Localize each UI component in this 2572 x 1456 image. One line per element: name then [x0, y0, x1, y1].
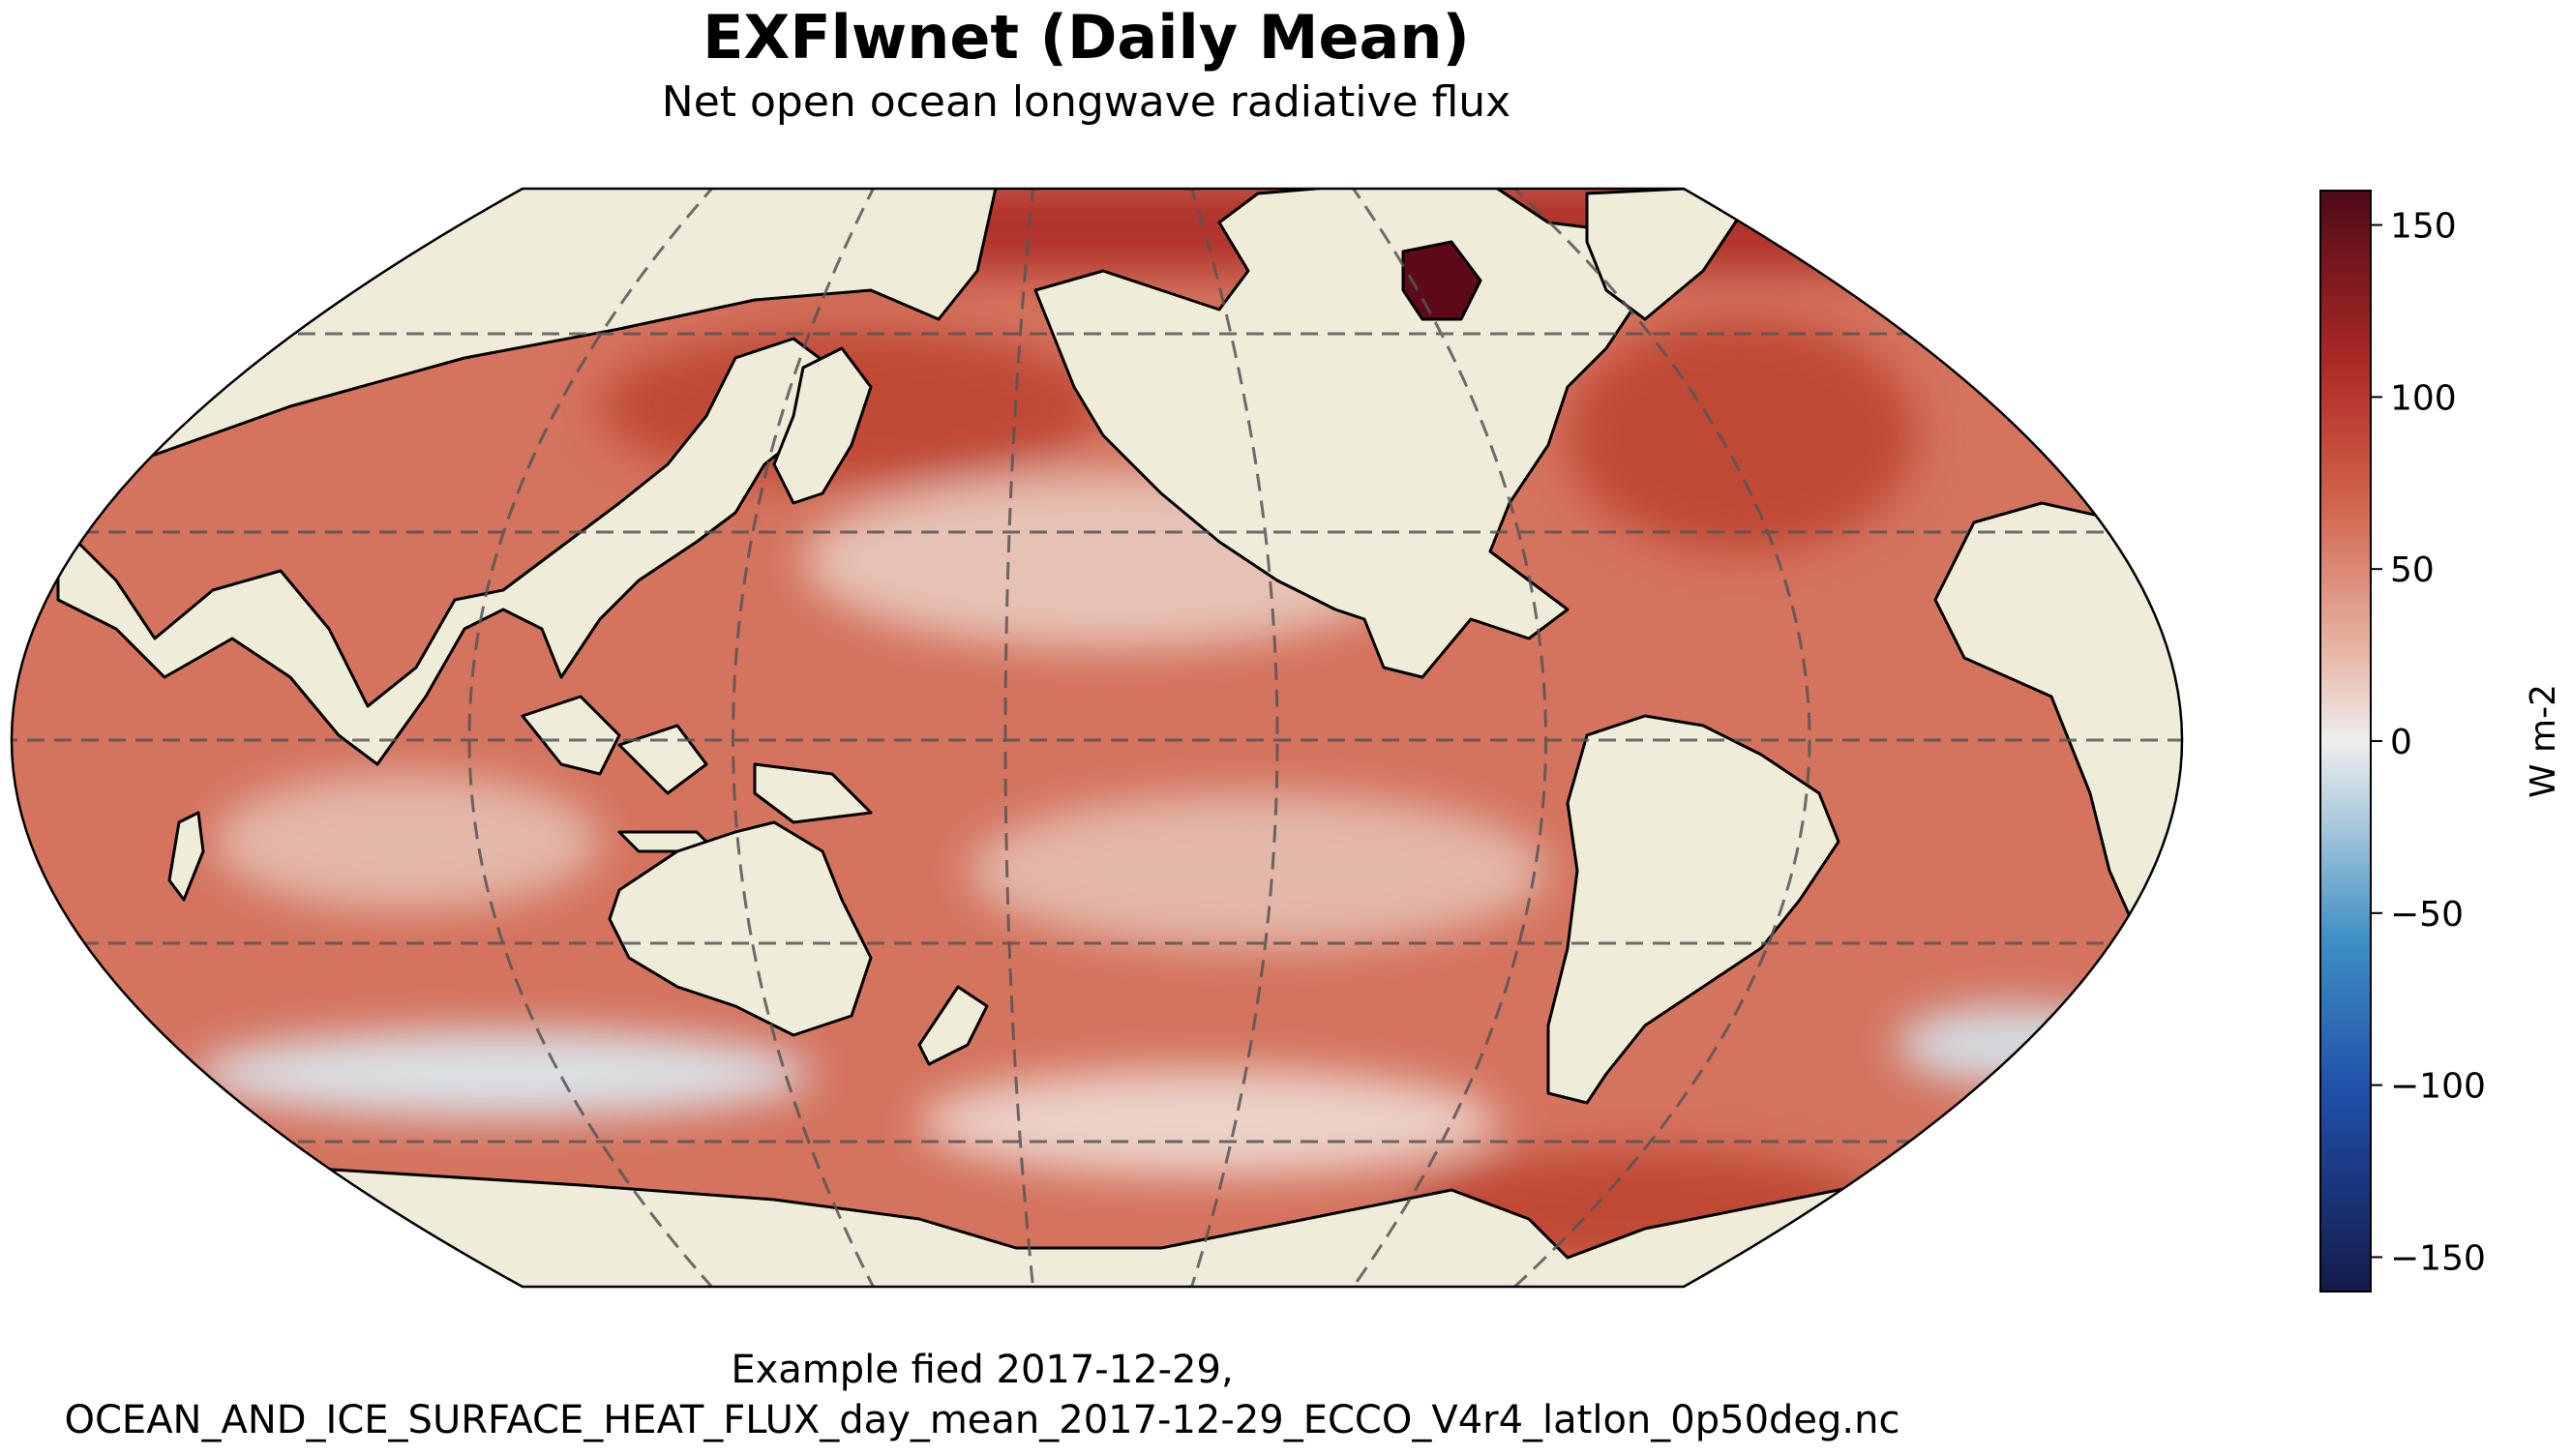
colorbar-tick-label: 150: [2390, 207, 2457, 247]
southern-cold-1: [194, 1030, 813, 1117]
colorbar-ticks: 150 100 50 0 −50 −100 −150: [2371, 207, 2486, 1278]
colorbar-label: W m-2: [2524, 684, 2563, 798]
land-south-america: [1546, 714, 1840, 1105]
gridline-lon-4: [1188, 189, 1279, 1287]
caption-line-1: Example fied 2017-12-29,: [731, 1348, 1234, 1392]
ocean-field: [12, 189, 2182, 1287]
land-sea-islands: [521, 695, 873, 853]
southern-cold-2: [1897, 1006, 2129, 1084]
land-australia: [608, 820, 873, 1037]
colorbar-tick-label: −150: [2390, 1238, 2486, 1278]
gridline-lon-1: [1003, 189, 1035, 1287]
caption: Example fied 2017-12-29, OCEAN_AND_ICE_S…: [0, 1345, 1964, 1445]
colorbar-tick-label: 50: [2390, 550, 2435, 590]
pacific-light-2: [968, 793, 1548, 948]
north-atlantic-warm: [1568, 319, 1916, 551]
arctic-hot-band: [12, 189, 2182, 271]
land-antarctica: [12, 1159, 2182, 1287]
colorbar-tick-label: 100: [2390, 378, 2457, 418]
chart-subtitle: Net open ocean longwave radiative flux: [661, 77, 1511, 127]
indian-light: [213, 774, 600, 909]
southern-light: [919, 1069, 1500, 1175]
gridline-lon-2: [732, 189, 878, 1287]
land-madagascar: [167, 811, 205, 902]
land-north-america: [1033, 189, 1647, 679]
land-japan: [772, 346, 873, 505]
globe-outline: [10, 187, 2184, 1289]
colorbar-tick-label: −100: [2390, 1067, 2486, 1107]
gridline-lon-3: [467, 189, 718, 1287]
gridlines: [12, 189, 2182, 1287]
colorbar-tick-label: 0: [2390, 723, 2412, 762]
colorbar-scale: [2319, 190, 2372, 1293]
colorbar: 150 100 50 0 −50 −100 −150 W m-2: [2319, 190, 2563, 1293]
land-new-zealand: [917, 985, 989, 1066]
caption-line-2: OCEAN_AND_ICE_SURFACE_HEAT_FLUX_day_mean…: [64, 1398, 1900, 1442]
colorbar-tick-label: −50: [2390, 895, 2464, 935]
gridline-lon-5: [1348, 189, 1547, 1287]
chart-title: EXFlwnet (Daily Mean): [703, 2, 1470, 73]
gridline-lon-6: [1508, 189, 1811, 1287]
